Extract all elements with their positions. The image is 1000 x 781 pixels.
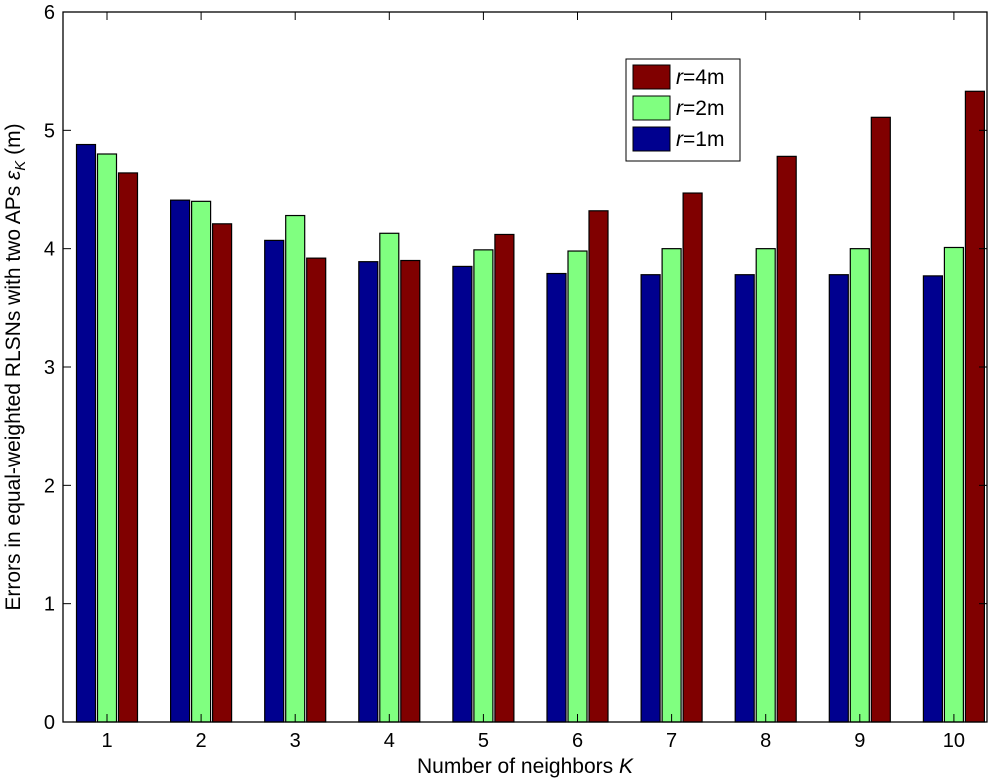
legend-label: r=4m <box>676 66 724 89</box>
y-tick-label: 3 <box>44 357 55 379</box>
bar-4m-k1 <box>117 172 139 723</box>
y-tick-label: 0 <box>44 712 55 734</box>
bar-4m-k6 <box>588 210 609 723</box>
bar-2m-k4 <box>379 232 400 723</box>
y-tick-label: 1 <box>44 594 55 616</box>
bar-2m-k8 <box>755 248 776 723</box>
bar-1m-k10 <box>922 275 944 723</box>
y-tick-label: 4 <box>44 239 55 261</box>
bar-2m-k1 <box>96 153 118 723</box>
bar-4m-k8 <box>776 155 797 723</box>
y-tick-label: 2 <box>44 475 55 497</box>
legend-swatch <box>632 64 671 90</box>
bar-2m-k2 <box>191 200 212 723</box>
bar-4m-k3 <box>306 257 327 723</box>
bar-2m-k5 <box>473 249 494 723</box>
bar-1m-k9 <box>828 274 849 723</box>
bar-4m-k4 <box>400 259 421 723</box>
x-tick-label: 9 <box>854 730 865 752</box>
y-tick-label: 6 <box>44 2 55 24</box>
legend-swatch <box>632 95 671 121</box>
bar-2m-k10 <box>943 246 965 723</box>
y-axis-label-subscript: K <box>12 160 29 171</box>
x-tick-label: 6 <box>572 730 583 752</box>
legend-swatch <box>632 126 671 152</box>
bar-4m-k2 <box>212 223 233 723</box>
x-tick-label: 4 <box>384 730 395 752</box>
y-tick-label: 5 <box>44 120 55 142</box>
bar-4m-k5 <box>494 233 515 723</box>
x-tick-label: 2 <box>196 730 207 752</box>
bar-1m-k7 <box>640 274 661 723</box>
legend: r=4m r=2m r=1m <box>625 58 741 162</box>
bar-4m-k10 <box>964 90 986 723</box>
y-axis-label-symbol: ε <box>2 170 25 180</box>
bar-2m-k9 <box>849 248 870 723</box>
bar-4m-k9 <box>870 116 891 723</box>
axis-ticks: 1 2 3 4 5 6 7 8 9 10 0 1 2 3 4 5 6 <box>44 2 987 752</box>
x-tick-label: 10 <box>943 730 965 752</box>
x-tick-label: 1 <box>101 730 112 752</box>
bar-1m-k4 <box>358 261 379 723</box>
y-axis-label: Errors in equal-weighted RLSNs with two … <box>2 123 29 610</box>
legend-label: r=2m <box>676 97 724 120</box>
y-axis-label-unit-text: (m) <box>2 123 25 154</box>
bar-4m-k7 <box>682 192 703 723</box>
bar-2m-k7 <box>661 248 682 723</box>
legend-label: r=1m <box>676 128 724 151</box>
bar-2m-k3 <box>285 214 306 723</box>
x-tick-label: 8 <box>760 730 771 752</box>
bar-1m-k1 <box>75 143 97 723</box>
x-tick-label: 3 <box>290 730 301 752</box>
y-axis-label-text: Errors in equal-weighted RLSNs with two … <box>2 186 25 611</box>
bar-1m-k2 <box>170 199 191 723</box>
bar-2m-k6 <box>567 250 588 723</box>
bars-layer <box>75 90 986 723</box>
bar-1m-k6 <box>546 272 567 723</box>
bar-1m-k8 <box>734 274 755 723</box>
x-tick-label: 5 <box>478 730 489 752</box>
x-axis-label-variable: K <box>619 755 634 778</box>
x-axis-label-text: Number of neighbors <box>417 755 613 778</box>
x-axis-label: Number of neighbors K <box>417 755 634 778</box>
bar-1m-k3 <box>264 239 285 723</box>
bar-1m-k5 <box>452 265 473 723</box>
x-tick-label: 7 <box>666 730 677 752</box>
